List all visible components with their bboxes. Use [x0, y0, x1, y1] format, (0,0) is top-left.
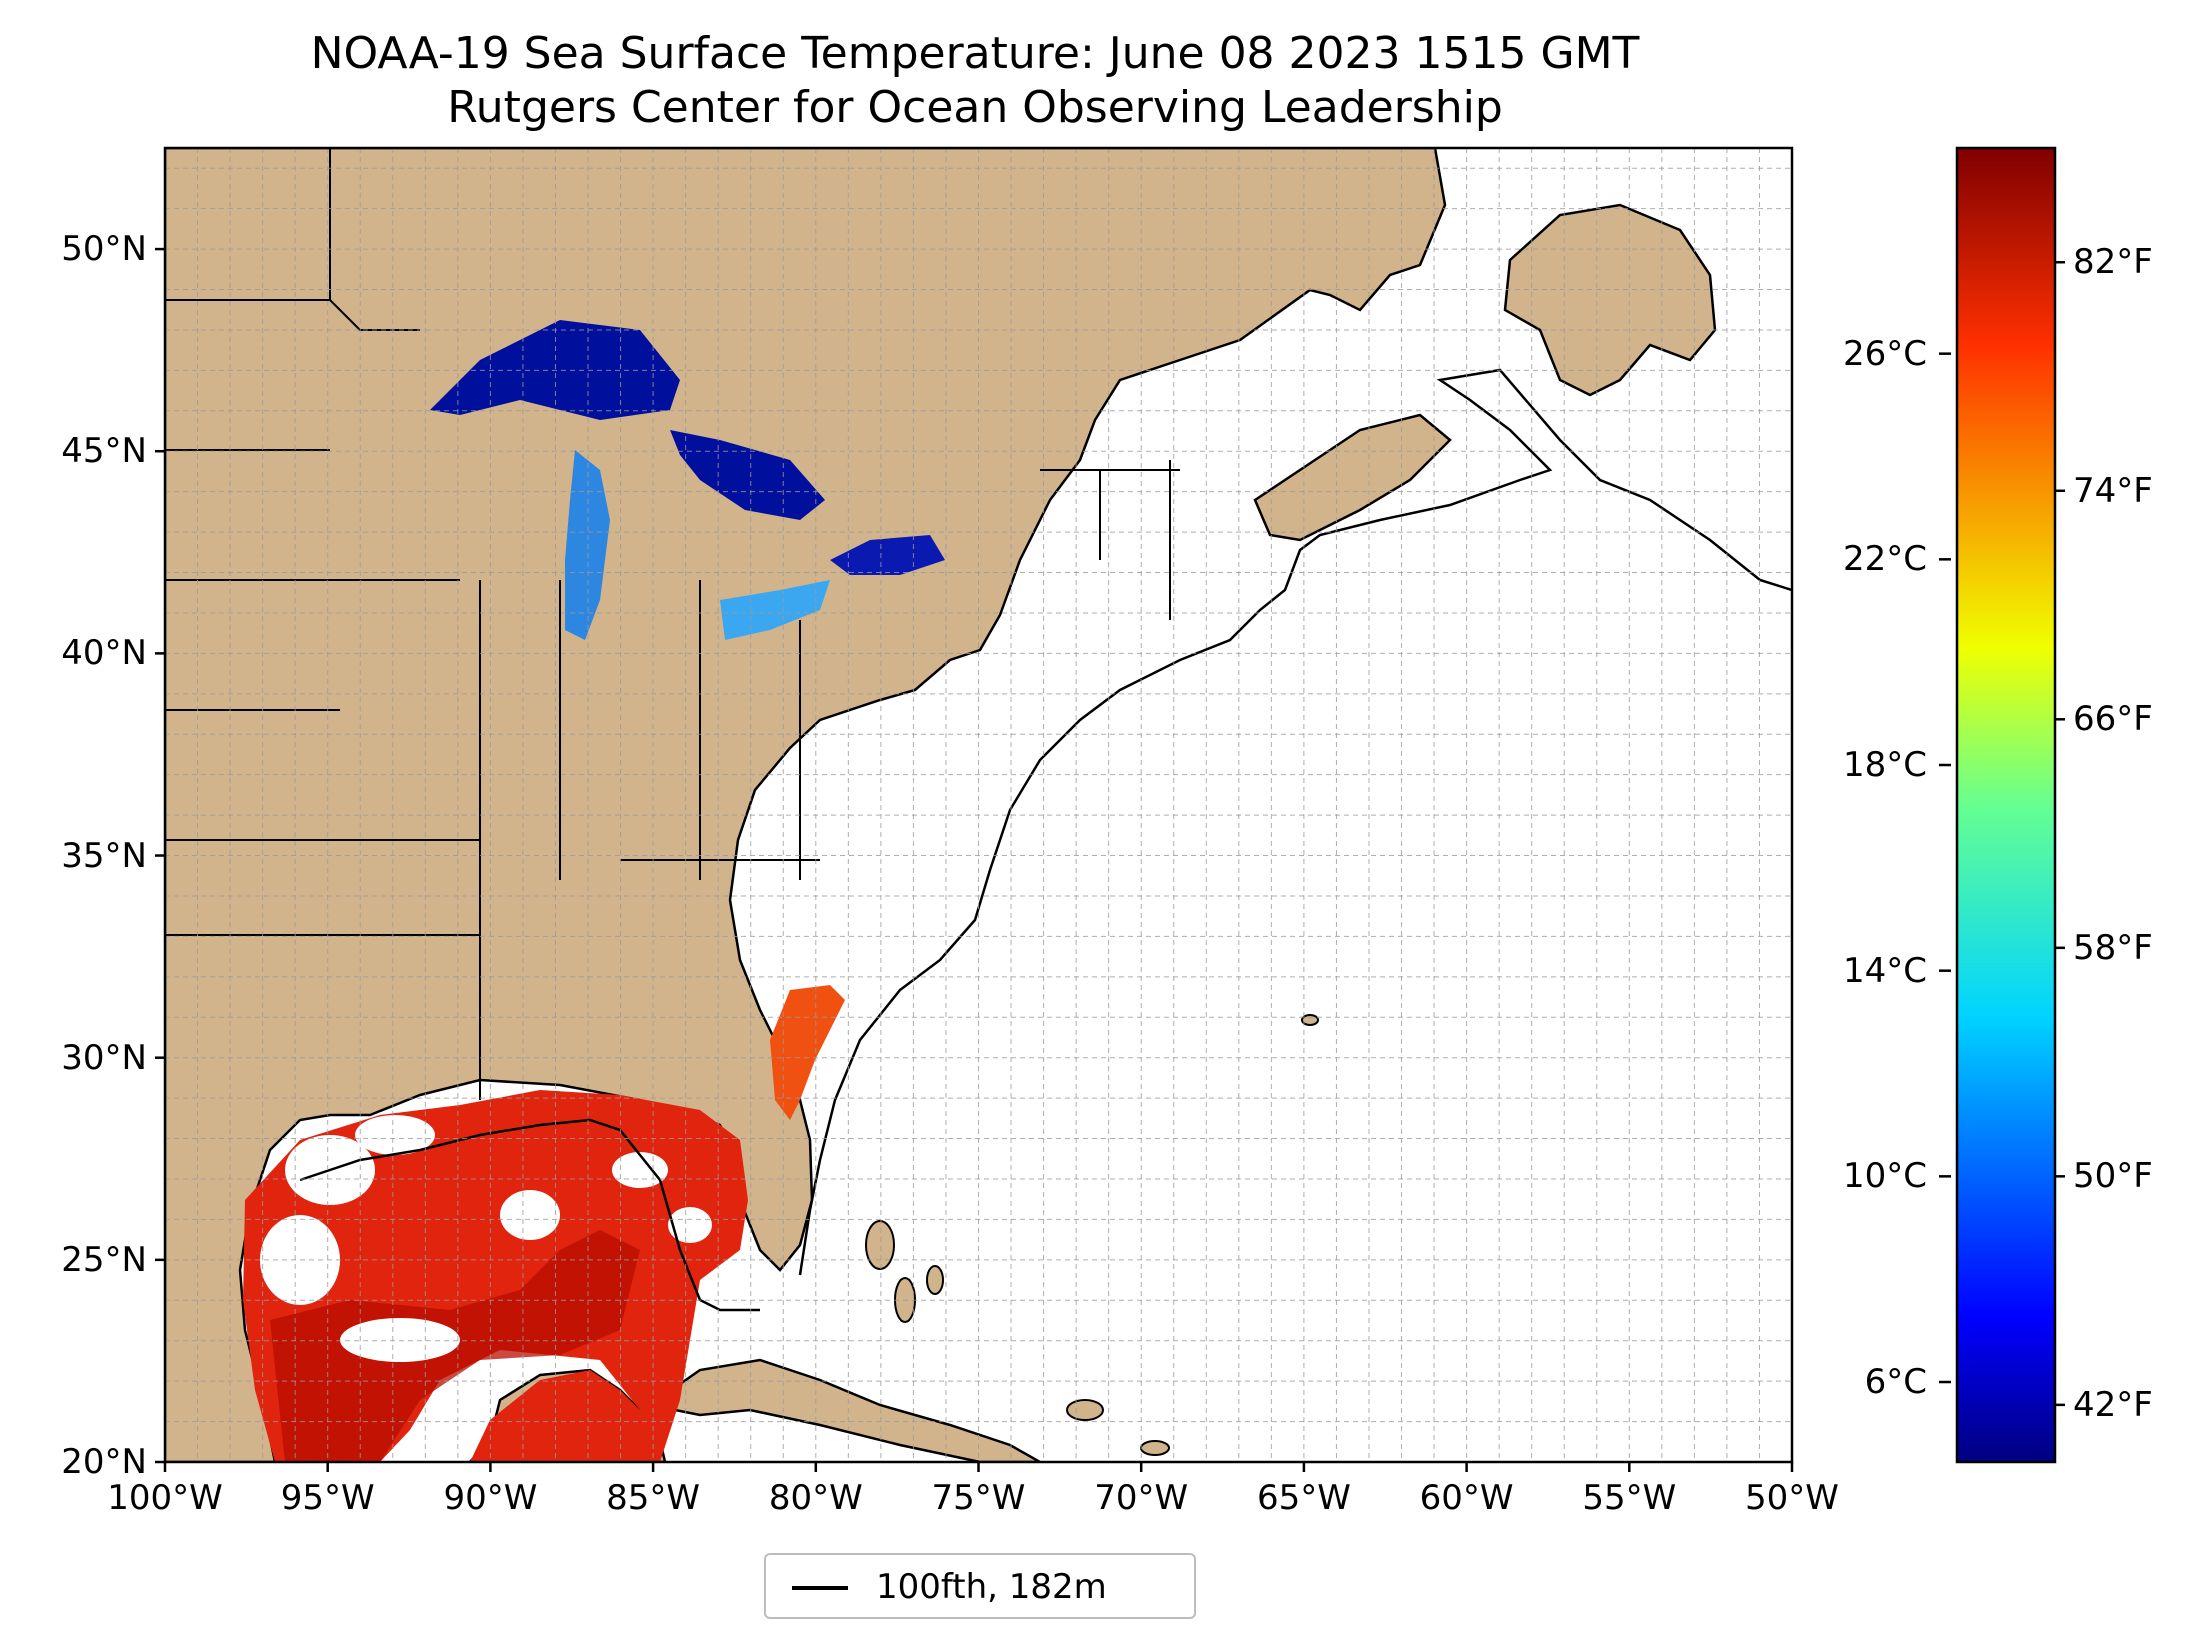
- lat-tick-label: 50°N: [61, 229, 147, 270]
- state-borders: [165, 148, 1180, 1100]
- colorbar-f-label: 50°F: [2073, 1156, 2153, 1197]
- lon-tick-label: 90°W: [443, 1478, 538, 1518]
- land-newfoundland: [1503, 203, 1717, 397]
- lon-tick-label: 70°W: [1094, 1478, 1189, 1518]
- colorbar-f-label: 66°F: [2073, 699, 2153, 740]
- lon-tick-label: 60°W: [1419, 1478, 1514, 1518]
- colorbar-c-label: 26°C: [1842, 333, 1927, 374]
- colorbar-f-label: 58°F: [2073, 927, 2153, 968]
- map-title: NOAA-19 Sea Surface Temperature: June 08…: [310, 28, 1640, 79]
- lon-tick-label: 55°W: [1582, 1478, 1677, 1518]
- lat-tick-label: 20°N: [61, 1442, 147, 1482]
- lat-tick-label: 30°N: [61, 1037, 147, 1078]
- lon-tick-label: 65°W: [1256, 1478, 1351, 1518]
- legend-line-sample: [792, 1586, 848, 1590]
- lon-tick-label: 75°W: [931, 1478, 1026, 1518]
- legend-label: 100fth, 182m: [876, 1567, 1107, 1607]
- legend: 100fth, 182m: [764, 1553, 1196, 1619]
- lon-tick-label: 50°W: [1745, 1478, 1839, 1518]
- colorbar-c-label: 14°C: [1842, 950, 1927, 991]
- cloud-cover: [260, 1115, 712, 1362]
- map-subtitle: Rutgers Center for Ocean Observing Leade…: [447, 82, 1503, 133]
- lat-tick-label: 25°N: [61, 1239, 147, 1280]
- sst-southeast-coast: [770, 985, 845, 1120]
- lon-tick-label: 85°W: [606, 1478, 701, 1518]
- lon-tick-label: 80°W: [768, 1478, 863, 1518]
- colorbar: [1955, 146, 2057, 1464]
- lon-tick-label: 100°W: [107, 1478, 223, 1518]
- isobath-100fth-gulf: [299, 1118, 760, 1312]
- lat-lon-grid: [165, 148, 1792, 1462]
- colorbar-f-label: 74°F: [2073, 470, 2153, 511]
- lon-tick-label: 95°W: [280, 1478, 375, 1518]
- lat-tick-label: 45°N: [61, 431, 147, 472]
- colorbar-f-label: 82°F: [2073, 242, 2153, 283]
- lat-tick-label: 35°N: [61, 835, 147, 876]
- land-north-america: [165, 148, 1447, 1462]
- colorbar-c-label: 18°C: [1842, 745, 1927, 785]
- colorbar-f-label: 42°F: [2073, 1384, 2153, 1425]
- colorbar-c-label: 22°C: [1842, 539, 1927, 580]
- lat-tick-label: 40°N: [61, 633, 147, 674]
- colorbar-c-label: 6°C: [1864, 1362, 1927, 1403]
- colorbar-c-label: 10°C: [1842, 1156, 1927, 1197]
- axis-ticks: [155, 247, 1794, 1472]
- colorbar-ticks: [1939, 261, 2065, 1407]
- land-cuba: [646, 1358, 1043, 1462]
